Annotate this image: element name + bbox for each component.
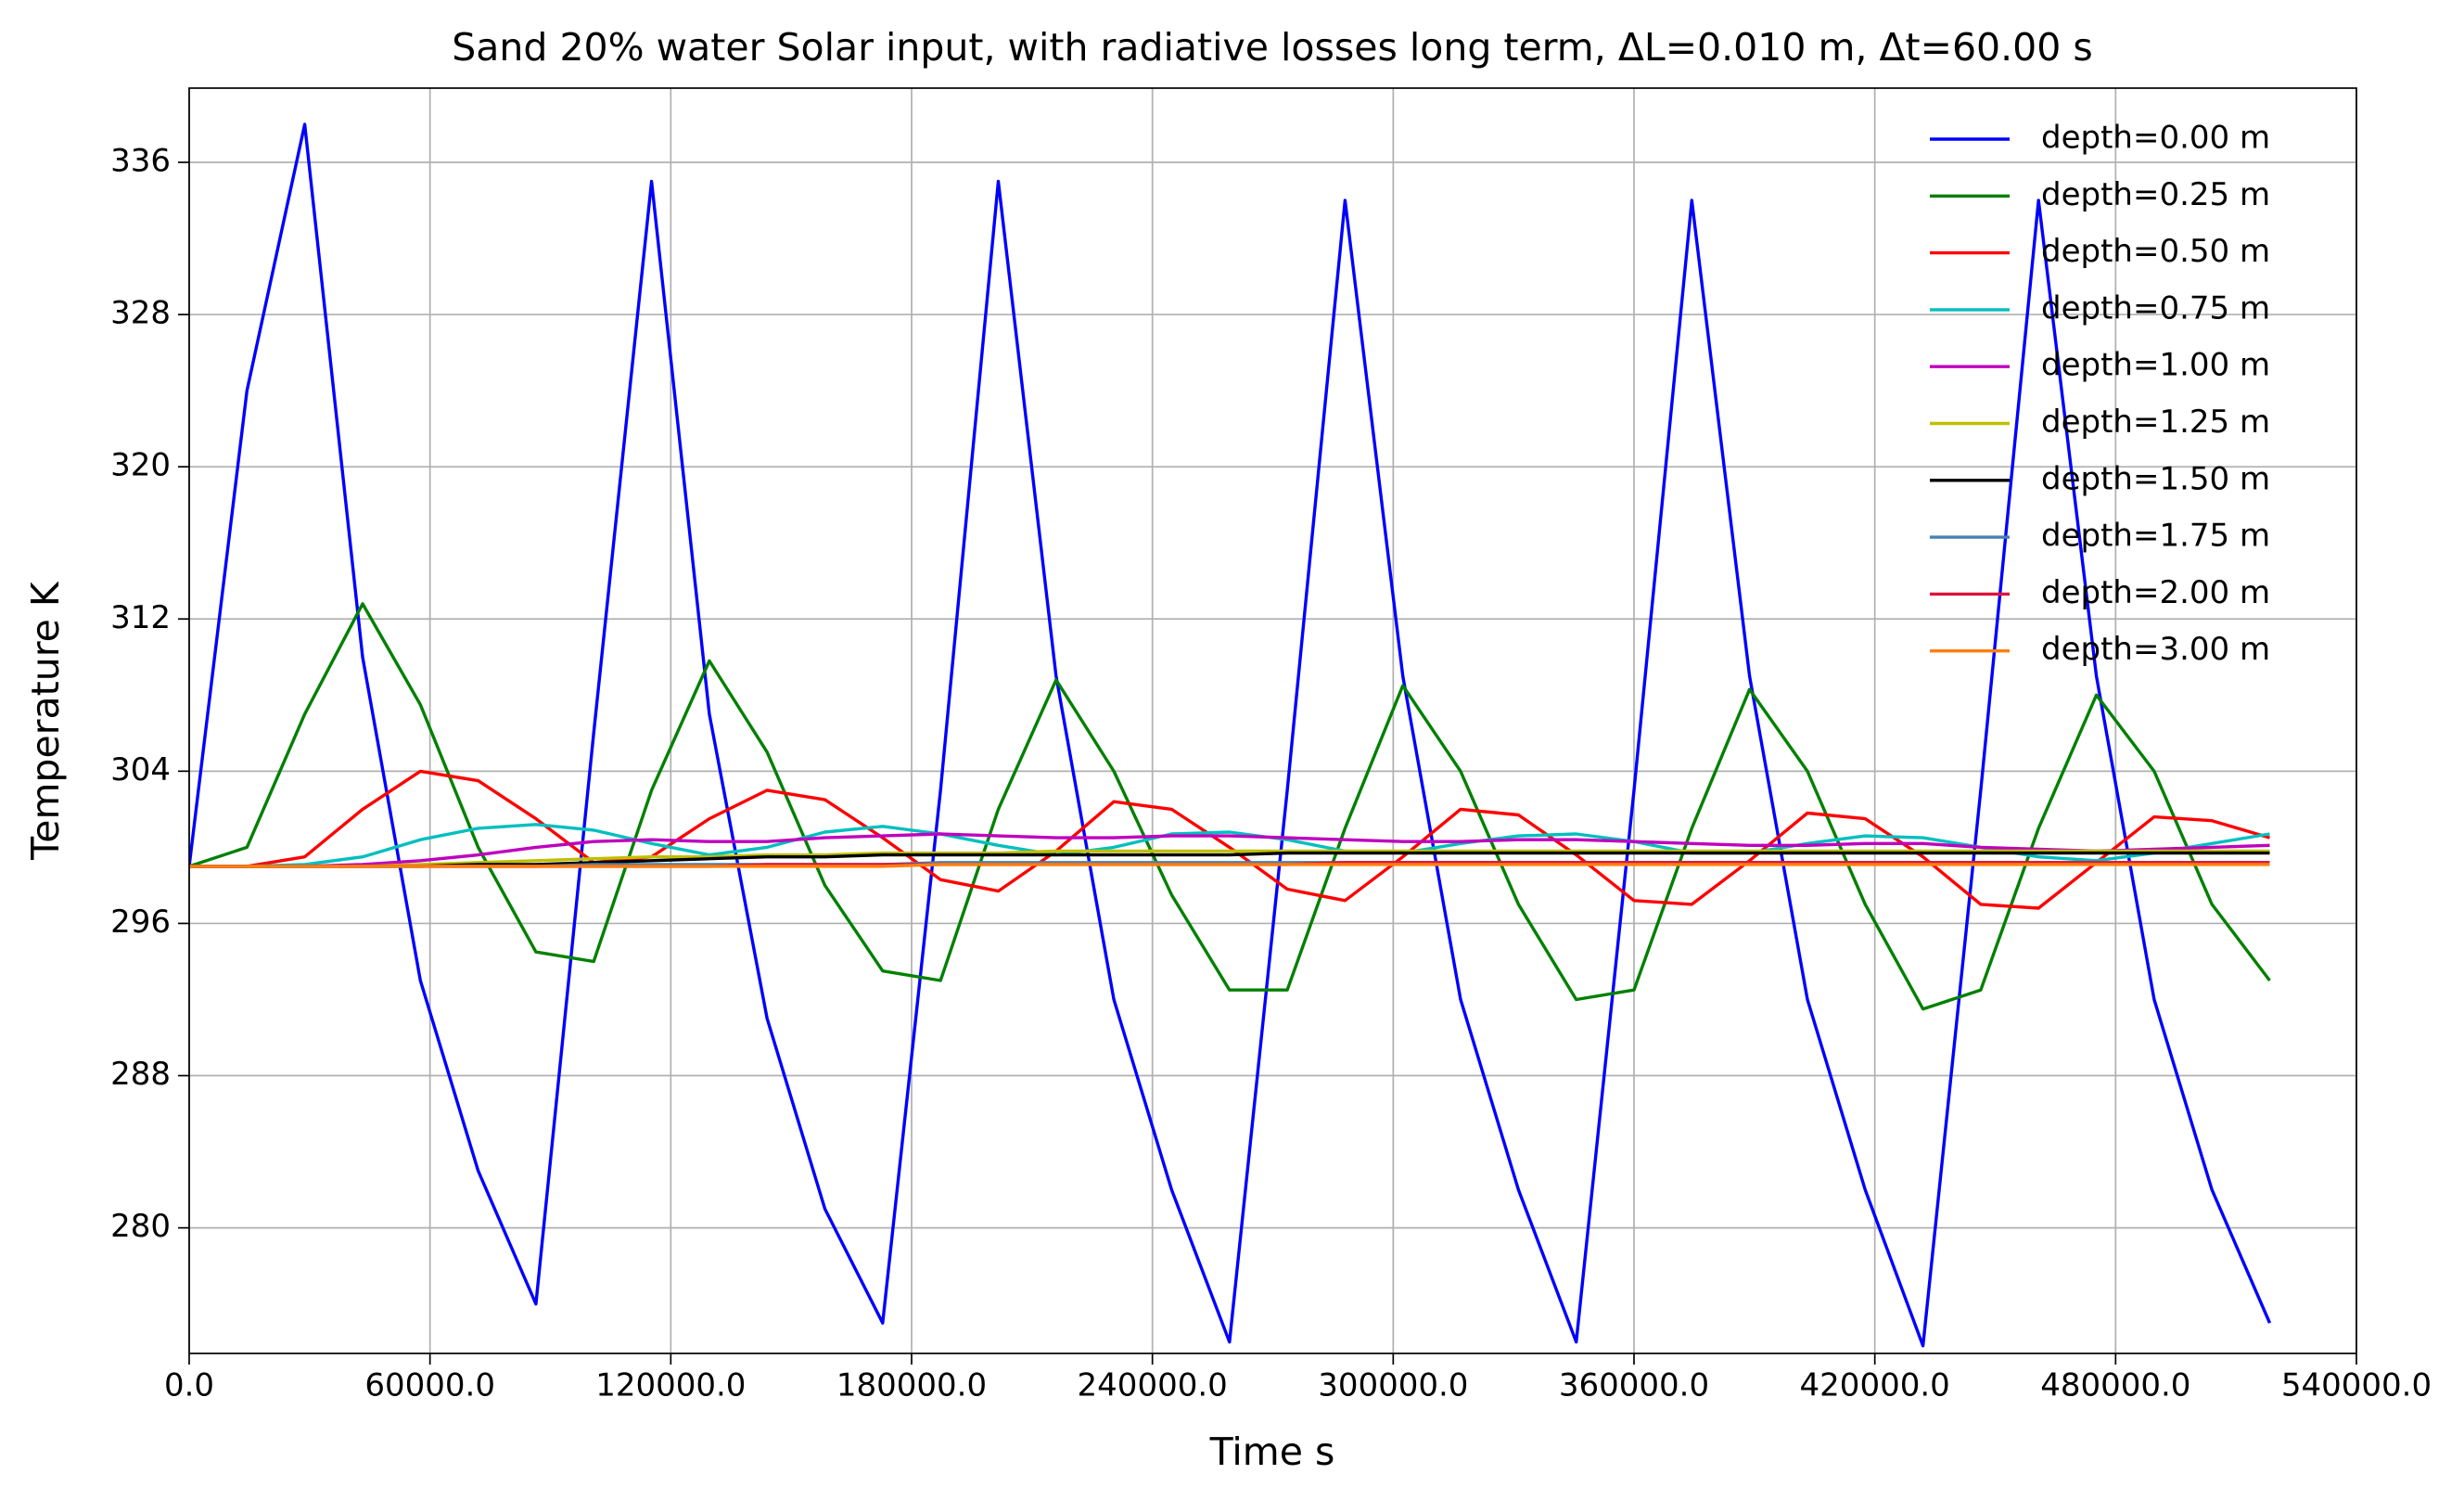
axes-frame <box>188 87 2357 1354</box>
legend-label: depth=1.75 m <box>2041 518 2270 555</box>
x-tick-label: 480000.0 <box>2040 1367 2190 1404</box>
x-tick-label: 360000.0 <box>1559 1367 1709 1404</box>
series-line <box>189 832 2270 868</box>
series-line <box>189 823 2270 868</box>
x-tick-label: 0.0 <box>164 1367 214 1404</box>
legend-label: depth=1.00 m <box>2041 347 2270 384</box>
y-tick-label: 328 <box>110 295 171 332</box>
legend-label: depth=1.25 m <box>2041 404 2270 441</box>
y-tick-label: 336 <box>110 142 171 179</box>
y-tick-label: 304 <box>110 751 171 788</box>
x-tick-label: 180000.0 <box>836 1367 987 1404</box>
series-line <box>189 769 2270 910</box>
y-tick-label: 296 <box>110 904 171 941</box>
y-axis-label: Temperature K <box>23 581 68 861</box>
legend: depth=0.00 m depth=0.25 m depth=0.50 m dept… <box>1930 120 2270 668</box>
x-tick-label: 540000.0 <box>2281 1367 2432 1404</box>
legend-label: depth=0.00 m <box>2041 120 2270 157</box>
x-tick-label: 300000.0 <box>1318 1367 1468 1404</box>
y-tick-label: 312 <box>110 599 171 636</box>
plot-area <box>189 122 2272 1348</box>
series-line <box>189 863 2270 868</box>
legend-label: depth=1.50 m <box>2041 460 2270 497</box>
legend-label: depth=0.25 m <box>2041 176 2270 213</box>
y-tick-label: 320 <box>110 447 171 484</box>
x-tick-label: 240000.0 <box>1078 1367 1228 1404</box>
x-tick-label: 120000.0 <box>595 1367 746 1404</box>
series-line <box>189 849 2270 868</box>
series-line <box>189 851 2270 868</box>
legend-label: depth=3.00 m <box>2041 631 2270 668</box>
y-tick-label: 288 <box>110 1056 171 1093</box>
y-tick-label: 280 <box>110 1208 171 1245</box>
x-axis-label: Time s <box>1209 1429 1335 1474</box>
axes: 0.0 60000.0 120000.0 180000.0 240000.0 300000… <box>110 87 2432 1404</box>
legend-label: depth=2.00 m <box>2041 574 2270 611</box>
legend-label: depth=0.50 m <box>2041 233 2270 270</box>
chart-title: Sand 20% water Solar input, with radiati… <box>452 25 2092 70</box>
series-line <box>189 602 2271 1011</box>
series-line <box>189 122 2272 1348</box>
legend-label: depth=0.75 m <box>2041 289 2270 327</box>
x-tick-label: 60000.0 <box>364 1367 495 1404</box>
x-tick-label: 420000.0 <box>1800 1367 1950 1404</box>
